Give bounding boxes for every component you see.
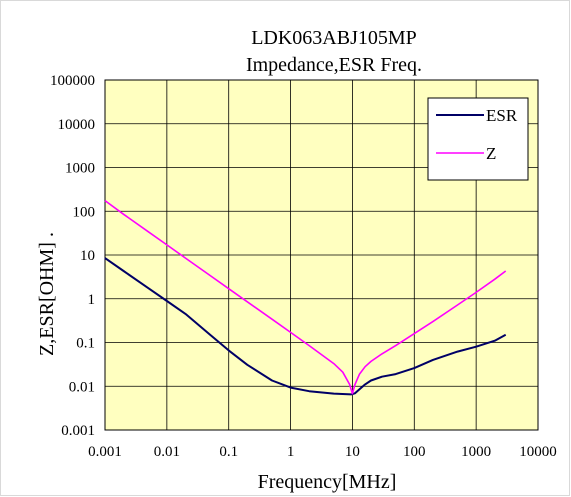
series-line-z	[104, 199, 507, 395]
legend-label-esr: ESR	[486, 106, 518, 125]
x-axis-label: Frequency[MHz]	[258, 471, 397, 493]
y-tick-label: 10	[80, 248, 95, 264]
y-tick-label: 0.001	[61, 423, 95, 439]
x-tick-label: 1	[287, 444, 295, 460]
chart-title: LDK063ABJ105MP	[251, 27, 417, 49]
x-tick-label: 0.1	[219, 444, 238, 460]
y-tick-label: 0.01	[69, 379, 95, 395]
x-tick-label: 0.01	[154, 444, 180, 460]
y-tick-label: 1	[88, 292, 96, 308]
y-tick-labels: 0.001 0.01 0.1 1 10 100 1000 10000 100000	[50, 73, 95, 439]
series-line-esr	[104, 257, 507, 396]
y-tick-label: 10000	[58, 117, 96, 133]
x-tick-label: 100	[403, 444, 426, 460]
y-tick-label: 100000	[50, 73, 95, 89]
series-layer	[104, 199, 507, 396]
x-tick-label: 10	[345, 444, 360, 460]
x-tick-labels: 0.001 0.01 0.1 1 10 100 1000 10000	[88, 444, 557, 460]
y-tick-label: 1000	[65, 161, 95, 177]
x-tick-label: 1000	[461, 444, 491, 460]
legend-label-z: Z	[486, 144, 496, 163]
y-tick-label: 100	[73, 204, 96, 220]
x-tick-label: 10000	[519, 444, 557, 460]
y-axis-label: Z,ESR[OHM] .	[36, 232, 58, 356]
y-tick-label: 0.1	[76, 336, 95, 352]
legend-box	[427, 97, 529, 181]
legend: ESR Z	[427, 97, 529, 181]
chart-subtitle: Impedance,ESR Freq.	[246, 54, 422, 76]
x-tick-label: 0.001	[88, 444, 122, 460]
